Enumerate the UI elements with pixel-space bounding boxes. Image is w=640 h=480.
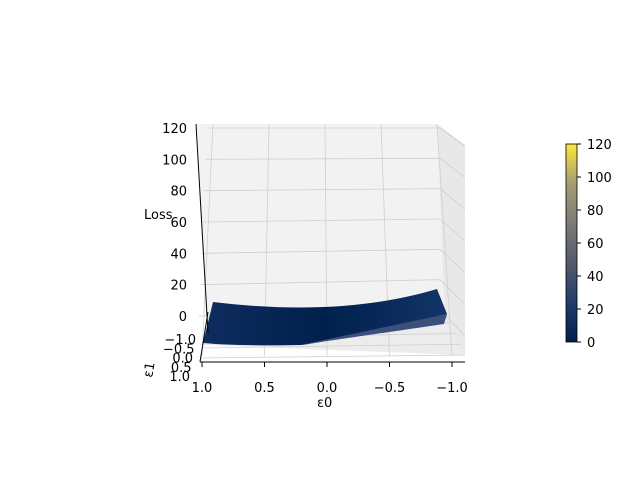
y-gridline xyxy=(201,343,461,349)
y-tick-label: −1.0 xyxy=(164,333,196,348)
colorbar-tick-label: 40 xyxy=(587,270,604,285)
z-gridline-side xyxy=(439,127,466,147)
x-gridline xyxy=(201,123,214,357)
x-axis-label-text: ε0 xyxy=(317,396,332,411)
z-tick-label: 0 xyxy=(179,310,187,325)
x-tick-label: 0.5 xyxy=(254,381,275,396)
z-axis-line xyxy=(195,123,209,334)
z-gridline-side xyxy=(439,158,466,178)
z-gridline xyxy=(200,279,441,286)
y-tick-label: −0.5 xyxy=(163,342,195,357)
z-gridline-side xyxy=(439,188,466,210)
z-tick-label: 80 xyxy=(170,185,187,200)
colorbar xyxy=(565,143,578,343)
z-gridline xyxy=(202,218,441,223)
z-gridline xyxy=(205,157,441,160)
y-tick-label: 0.5 xyxy=(171,361,192,376)
y-tick-label: 0.0 xyxy=(172,352,193,367)
z-gridline-side xyxy=(439,218,466,242)
x-tick-label: 0.0 xyxy=(317,381,338,396)
x-tick-label: −1.0 xyxy=(436,381,468,396)
y-axis-label: ε1 xyxy=(141,361,158,379)
colorbar-tick-label: 120 xyxy=(587,138,612,153)
z-gridline-side xyxy=(439,249,466,273)
colorbar-tick-label: 20 xyxy=(587,303,604,318)
z-tick-label: 40 xyxy=(170,247,187,262)
x-tick-label: 1.0 xyxy=(192,381,213,396)
y-tick-label: 1.0 xyxy=(169,370,190,385)
z-axis-label: Loss xyxy=(144,208,173,223)
z-tick-label: 20 xyxy=(170,279,187,294)
x-tick-label: −0.5 xyxy=(374,381,406,396)
x-axis-label: ε0 xyxy=(317,396,332,411)
z-gridline xyxy=(201,248,441,254)
x-gridline xyxy=(436,123,453,357)
z-tick-label: 60 xyxy=(170,216,187,231)
y-gridline xyxy=(199,354,466,359)
loss-surface xyxy=(203,289,447,346)
colorbar-tick-label: 0 xyxy=(587,336,595,351)
colorbar-tick-label: 100 xyxy=(587,171,612,186)
y-axis-line xyxy=(199,311,209,363)
loss-surface-ridge xyxy=(300,314,447,345)
z-tick-label: 120 xyxy=(162,122,187,137)
z-gridline-side xyxy=(439,279,466,305)
z-gridline xyxy=(204,188,441,192)
z-tick-label: 100 xyxy=(162,153,187,168)
colorbar-tick-label: 60 xyxy=(587,237,604,252)
colorbar-ticks: 0 20 40 60 80 100 120 xyxy=(577,138,612,351)
colorbar-tick-label: 80 xyxy=(587,204,604,219)
